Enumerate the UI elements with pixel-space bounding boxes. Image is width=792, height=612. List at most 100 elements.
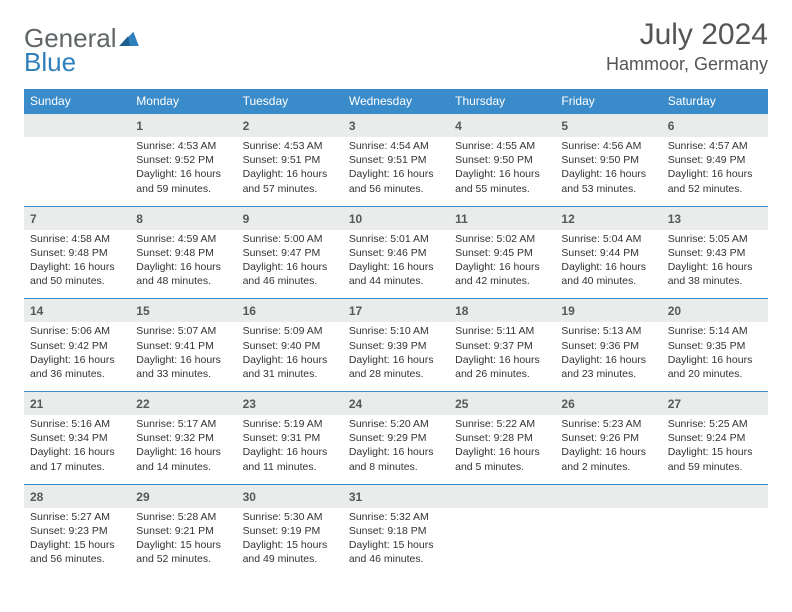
sunset-line: Sunset: 9:48 PM (30, 246, 124, 260)
day-number: 20 (668, 304, 681, 318)
day-number: 5 (561, 119, 568, 133)
daylight-line: Daylight: 16 hours and 23 minutes. (561, 353, 655, 381)
day-info-cell: Sunrise: 5:14 AMSunset: 9:35 PMDaylight:… (662, 322, 768, 391)
daylight-line: Daylight: 16 hours and 5 minutes. (455, 445, 549, 473)
day-number-cell (555, 484, 661, 508)
day-number-cell: 23 (237, 392, 343, 416)
day-number-cell: 20 (662, 299, 768, 323)
day-number-cell (662, 484, 768, 508)
sunset-line: Sunset: 9:51 PM (349, 153, 443, 167)
sunset-line: Sunset: 9:35 PM (668, 339, 762, 353)
daylight-line: Daylight: 16 hours and 48 minutes. (136, 260, 230, 288)
day-info-cell (24, 137, 130, 206)
day-info-cell: Sunrise: 5:04 AMSunset: 9:44 PMDaylight:… (555, 230, 661, 299)
column-header: Saturday (662, 89, 768, 114)
day-number-cell: 25 (449, 392, 555, 416)
day-info-cell: Sunrise: 5:27 AMSunset: 9:23 PMDaylight:… (24, 508, 130, 577)
day-number: 24 (349, 397, 362, 411)
day-number: 21 (30, 397, 43, 411)
daylight-line: Daylight: 15 hours and 46 minutes. (349, 538, 443, 566)
week-daynum-row: 78910111213 (24, 206, 768, 230)
day-number-cell: 7 (24, 206, 130, 230)
day-info-cell: Sunrise: 5:13 AMSunset: 9:36 PMDaylight:… (555, 322, 661, 391)
day-number: 29 (136, 490, 149, 504)
day-number: 3 (349, 119, 356, 133)
day-info-cell: Sunrise: 4:54 AMSunset: 9:51 PMDaylight:… (343, 137, 449, 206)
brand-logo: GeneralBlue (24, 26, 139, 75)
sunrise-line: Sunrise: 5:30 AM (243, 510, 337, 524)
day-number-cell: 6 (662, 114, 768, 138)
sunrise-line: Sunrise: 5:02 AM (455, 232, 549, 246)
calendar-table: SundayMondayTuesdayWednesdayThursdayFrid… (24, 89, 768, 576)
daylight-line: Daylight: 16 hours and 44 minutes. (349, 260, 443, 288)
header: GeneralBlue July 2024 Hammoor, Germany (24, 18, 768, 75)
day-number: 12 (561, 212, 574, 226)
daylight-line: Daylight: 16 hours and 8 minutes. (349, 445, 443, 473)
sunrise-line: Sunrise: 5:28 AM (136, 510, 230, 524)
week-info-row: Sunrise: 5:06 AMSunset: 9:42 PMDaylight:… (24, 322, 768, 391)
daylight-line: Daylight: 16 hours and 40 minutes. (561, 260, 655, 288)
day-number-cell: 16 (237, 299, 343, 323)
day-number-cell: 28 (24, 484, 130, 508)
day-number: 30 (243, 490, 256, 504)
day-number-cell (449, 484, 555, 508)
day-number-cell: 30 (237, 484, 343, 508)
day-number: 9 (243, 212, 250, 226)
sunrise-line: Sunrise: 5:27 AM (30, 510, 124, 524)
daylight-line: Daylight: 16 hours and 56 minutes. (349, 167, 443, 195)
day-number: 18 (455, 304, 468, 318)
column-header: Monday (130, 89, 236, 114)
sunrise-line: Sunrise: 5:04 AM (561, 232, 655, 246)
day-number-cell: 3 (343, 114, 449, 138)
sunset-line: Sunset: 9:44 PM (561, 246, 655, 260)
day-info-cell (449, 508, 555, 577)
day-info-cell (555, 508, 661, 577)
daylight-line: Daylight: 16 hours and 53 minutes. (561, 167, 655, 195)
daylight-line: Daylight: 16 hours and 57 minutes. (243, 167, 337, 195)
column-header: Friday (555, 89, 661, 114)
daylight-line: Daylight: 16 hours and 50 minutes. (30, 260, 124, 288)
day-info-cell: Sunrise: 5:00 AMSunset: 9:47 PMDaylight:… (237, 230, 343, 299)
sunset-line: Sunset: 9:18 PM (349, 524, 443, 538)
sunrise-line: Sunrise: 4:56 AM (561, 139, 655, 153)
daylight-line: Daylight: 16 hours and 33 minutes. (136, 353, 230, 381)
daylight-line: Daylight: 16 hours and 11 minutes. (243, 445, 337, 473)
sunrise-line: Sunrise: 5:05 AM (668, 232, 762, 246)
daylight-line: Daylight: 16 hours and 2 minutes. (561, 445, 655, 473)
daylight-line: Daylight: 15 hours and 49 minutes. (243, 538, 337, 566)
daylight-line: Daylight: 16 hours and 31 minutes. (243, 353, 337, 381)
day-number-cell: 11 (449, 206, 555, 230)
week-info-row: Sunrise: 5:16 AMSunset: 9:34 PMDaylight:… (24, 415, 768, 484)
day-info-cell: Sunrise: 5:32 AMSunset: 9:18 PMDaylight:… (343, 508, 449, 577)
day-info-cell: Sunrise: 5:25 AMSunset: 9:24 PMDaylight:… (662, 415, 768, 484)
day-number: 13 (668, 212, 681, 226)
sunset-line: Sunset: 9:47 PM (243, 246, 337, 260)
sunrise-line: Sunrise: 5:11 AM (455, 324, 549, 338)
day-info-cell: Sunrise: 4:59 AMSunset: 9:48 PMDaylight:… (130, 230, 236, 299)
sunrise-line: Sunrise: 5:14 AM (668, 324, 762, 338)
sunset-line: Sunset: 9:36 PM (561, 339, 655, 353)
day-info-cell: Sunrise: 5:01 AMSunset: 9:46 PMDaylight:… (343, 230, 449, 299)
daylight-line: Daylight: 16 hours and 20 minutes. (668, 353, 762, 381)
daylight-line: Daylight: 16 hours and 59 minutes. (136, 167, 230, 195)
day-number: 6 (668, 119, 675, 133)
day-number: 27 (668, 397, 681, 411)
brand-triangle-icon (119, 30, 139, 49)
day-number-cell: 10 (343, 206, 449, 230)
sunrise-line: Sunrise: 4:53 AM (243, 139, 337, 153)
day-number-cell: 15 (130, 299, 236, 323)
day-number: 1 (136, 119, 143, 133)
sunset-line: Sunset: 9:46 PM (349, 246, 443, 260)
daylight-line: Daylight: 16 hours and 14 minutes. (136, 445, 230, 473)
day-number-cell: 19 (555, 299, 661, 323)
day-info-cell: Sunrise: 5:07 AMSunset: 9:41 PMDaylight:… (130, 322, 236, 391)
sunset-line: Sunset: 9:52 PM (136, 153, 230, 167)
day-number: 22 (136, 397, 149, 411)
sunset-line: Sunset: 9:24 PM (668, 431, 762, 445)
daylight-line: Daylight: 16 hours and 28 minutes. (349, 353, 443, 381)
daylight-line: Daylight: 16 hours and 42 minutes. (455, 260, 549, 288)
column-header: Tuesday (237, 89, 343, 114)
sunrise-line: Sunrise: 5:13 AM (561, 324, 655, 338)
column-header: Sunday (24, 89, 130, 114)
day-number-cell: 2 (237, 114, 343, 138)
